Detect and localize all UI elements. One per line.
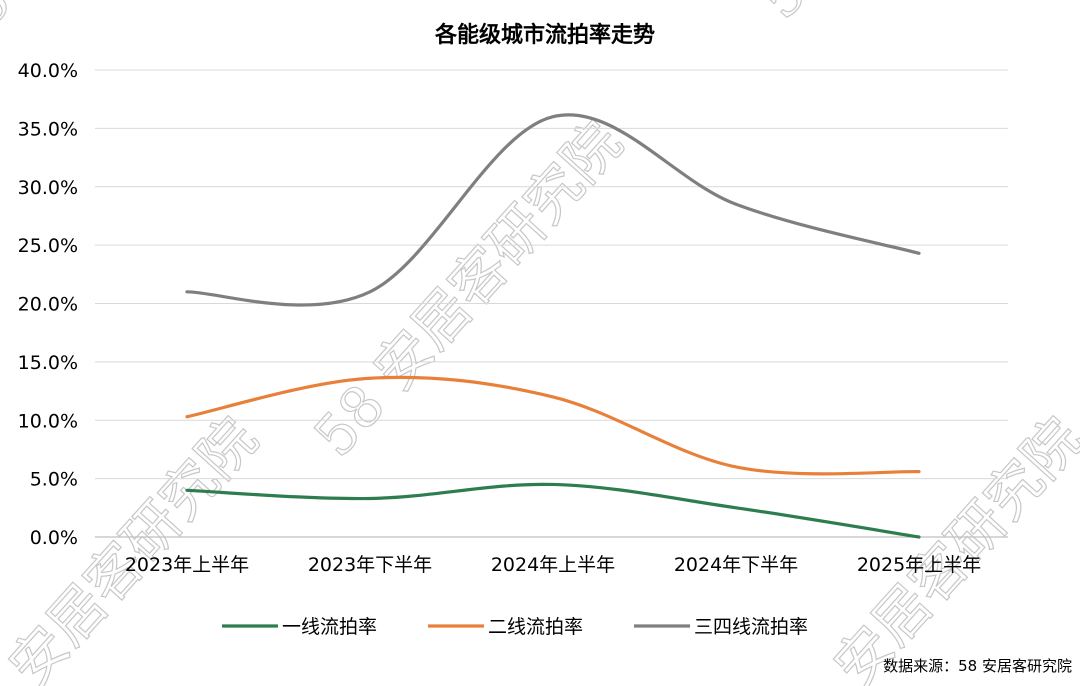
x-tick-label: 2023年上半年 xyxy=(125,554,249,576)
watermark-text: 58 安居客研究院 xyxy=(302,110,635,469)
y-tick-label: 10.0% xyxy=(18,410,78,432)
y-axis: 0.0% 5.0% 10.0% 15.0% 20.0% 25.0% 30.0% 35.0% 40… xyxy=(18,60,78,549)
legend-label: 二线流拍率 xyxy=(488,616,583,638)
x-tick-label: 2024年下半年 xyxy=(674,554,798,576)
y-tick-label: 0.0% xyxy=(30,527,78,549)
y-tick-label: 20.0% xyxy=(18,294,78,316)
x-tick-label: 2023年下半年 xyxy=(308,554,432,576)
y-tick-label: 40.0% xyxy=(18,60,78,82)
y-tick-label: 35.0% xyxy=(18,118,78,140)
chart-title: 各能级城市流拍率走势 xyxy=(434,22,655,48)
series-line-2 xyxy=(185,375,921,476)
series-line-1 xyxy=(185,482,921,539)
y-tick-label: 30.0% xyxy=(18,177,78,199)
x-tick-label: 2025年上半年 xyxy=(857,554,981,576)
watermark-text: 安居客研究院 xyxy=(822,406,1080,686)
series-line-3 xyxy=(185,113,921,307)
y-tick-label: 25.0% xyxy=(18,235,78,257)
source-note: 数据来源：58 安居客研究院 xyxy=(883,657,1072,675)
y-tick-label: 15.0% xyxy=(18,352,78,374)
series-lines xyxy=(185,113,921,539)
watermark-text: 58 xyxy=(747,0,843,31)
x-axis: 2023年上半年 2023年下半年 2024年上半年 2024年下半年 2025年上半年 xyxy=(125,554,981,576)
legend-label: 一线流拍率 xyxy=(282,616,377,638)
legend: 一线流拍率 二线流拍率 三四线流拍率 xyxy=(222,616,808,638)
grid xyxy=(95,69,1008,538)
legend-label: 三四线流拍率 xyxy=(694,616,808,638)
watermark-text: 58 安 xyxy=(0,0,97,39)
x-tick-label: 2024年上半年 xyxy=(491,554,615,576)
y-tick-label: 5.0% xyxy=(30,469,78,491)
